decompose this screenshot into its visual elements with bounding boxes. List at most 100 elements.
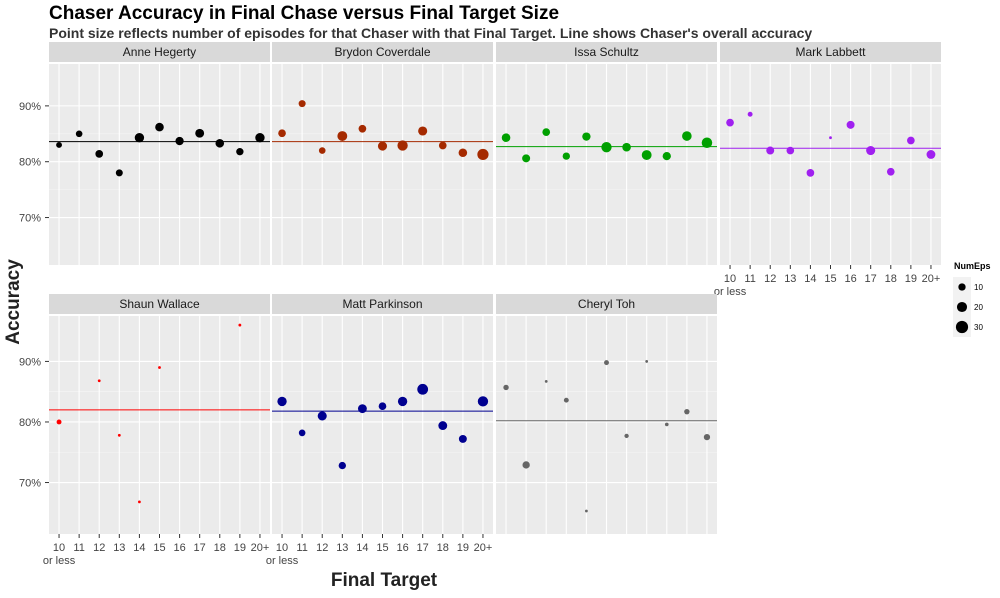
data-point [604,360,609,366]
x-tick-label: 20+ [922,273,941,285]
strip-label-shaun-wallace: Shaun Wallace [119,297,200,311]
data-point [438,421,448,431]
x-axis-title: Final Target [331,570,438,591]
facet-panels: Anne Hegerty 70% 80% 90% Brydon Coverdale Iss… [19,42,941,567]
data-point [458,148,468,158]
legend-title: NumEps [954,261,991,271]
x-tick-label: 17 [865,273,877,285]
x-tick-label: 19 [234,542,246,554]
strip-label-mark-labbett: Mark Labbett [795,45,866,59]
data-point [358,124,367,133]
data-point [522,461,530,469]
panel-cheryl-toh: Cheryl Toh [496,294,717,534]
strip-label-brydon-coverdale: Brydon Coverdale [334,45,430,59]
x-tick-label: 11 [744,273,755,285]
data-point [829,136,832,140]
data-point [684,408,690,415]
data-point [158,366,161,369]
chart-title: Chaser Accuracy in Final Chase versus Fi… [49,3,559,24]
data-point [195,128,205,138]
y-tick-label: 70% [19,478,41,490]
strip-issa-schultz [496,42,717,62]
x-tick-label: 15 [153,542,165,554]
data-point [397,396,408,407]
data-point [75,130,83,138]
legend-key-point [958,283,966,291]
x-tick-label: 16 [844,273,856,285]
data-point [438,141,447,150]
data-point [886,167,895,176]
data-point [907,136,915,145]
data-point [378,402,387,411]
data-point [134,133,145,143]
strip-matt-parkinson [272,294,493,314]
data-point [664,422,669,427]
strip-mark-labbett [720,42,941,62]
data-point [255,133,265,143]
data-point [501,133,511,142]
x-tick-label: 19 [457,542,469,554]
data-point [477,396,489,407]
strip-label-issa-schultz: Issa Schultz [574,45,639,59]
data-point [662,151,671,161]
x-tick-label: 16 [396,542,408,554]
data-point [357,404,367,414]
x-tick-label: 14 [133,542,145,554]
data-point [585,509,588,513]
x-tick-label: 16 [173,542,185,554]
data-point [701,137,713,148]
data-point [622,142,631,152]
data-point [747,111,753,117]
data-point [418,126,428,136]
x-tick-label: 10 or less [266,542,299,567]
data-point [562,152,570,160]
x-tick-label: 10 or less [714,273,747,298]
strip-shaun-wallace [49,294,270,314]
x-tick-label: 11 [296,542,307,554]
data-point [318,147,326,154]
data-point [601,142,612,153]
data-point [238,323,242,327]
x-tick-label: 14 [356,542,368,554]
y-tick-label: 90% [19,356,41,368]
x-tick-label: 19 [905,273,917,285]
x-tick-label: 13 [113,542,125,554]
strip-label-matt-parkinson: Matt Parkinson [342,297,422,311]
data-point [542,128,551,136]
data-point [175,136,184,146]
data-point [806,169,815,177]
data-point [846,120,855,129]
data-point [682,131,692,141]
data-point [703,433,711,441]
strip-anne-hegerty [49,42,270,62]
x-tick-label: 20+ [474,542,493,554]
x-tick-label: 11 [73,542,84,554]
data-point [866,145,876,156]
data-point [337,131,348,141]
legend-label: 20 [974,303,983,312]
legend: NumEps 10 20 30 [951,247,993,344]
x-tick-label: 18 [437,542,449,554]
panel-anne-hegerty: Anne Hegerty 70% 80% 90% [19,42,270,265]
data-point [417,383,429,395]
data-point [544,380,548,383]
x-tick-label: 17 [194,542,206,554]
data-point [563,397,569,403]
x-tick-label: 18 [214,542,226,554]
data-point [582,132,591,141]
data-point [522,154,531,163]
data-point [298,100,306,108]
x-tick-label: 12 [93,542,105,554]
x-tick-label: 12 [316,542,328,554]
data-point [726,118,734,127]
x-tick-label: 20+ [251,542,270,554]
x-tick-label: 15 [376,542,388,554]
data-point [377,141,388,151]
strip-brydon-coverdale [272,42,493,62]
y-tick-label: 70% [19,213,41,225]
x-tick-label: 14 [804,273,816,285]
